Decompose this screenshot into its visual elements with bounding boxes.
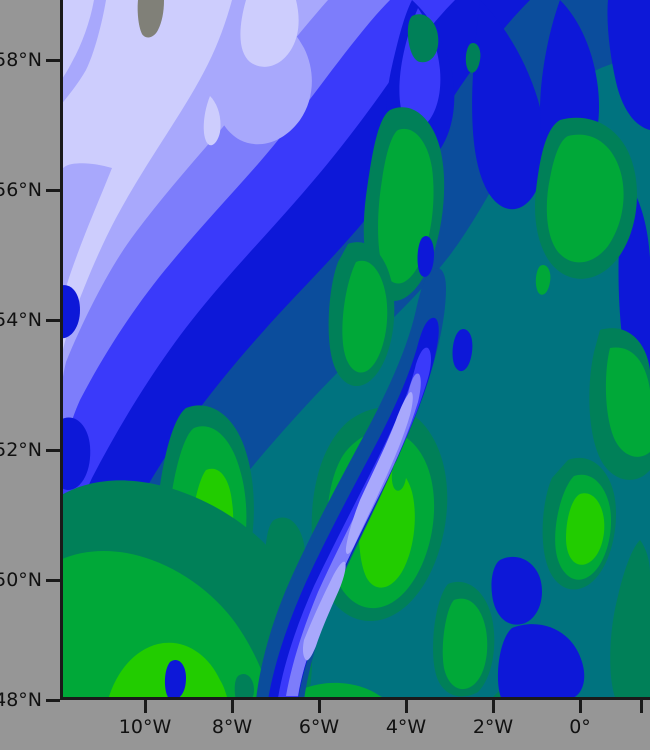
y-tick-3 bbox=[46, 449, 60, 452]
band-pale-lavender-notch bbox=[240, 0, 299, 67]
y-tick-4 bbox=[46, 579, 60, 582]
green-speckle-d bbox=[234, 673, 254, 700]
green-speckle-e bbox=[535, 264, 551, 295]
x-axis-label-5: 0° bbox=[569, 716, 591, 738]
y-tick-0 bbox=[46, 59, 60, 62]
x-tick-0 bbox=[144, 700, 147, 713]
band-pale-lavender-upper bbox=[60, 0, 94, 82]
band-blue-ne-4 bbox=[607, 0, 650, 130]
x-axis-label-2: 6°W bbox=[298, 716, 340, 738]
masked-region-blob bbox=[137, 0, 164, 38]
y-tick-5 bbox=[46, 699, 60, 702]
blue-fragment-b bbox=[452, 329, 473, 372]
y-tick-2 bbox=[46, 319, 60, 322]
band-pale-lavender-filament bbox=[203, 96, 221, 146]
blue-fragment-c bbox=[491, 556, 542, 625]
green-speckle-a bbox=[465, 42, 481, 73]
band-green-se-1 bbox=[442, 598, 488, 690]
x-axis-label-6: 2°E bbox=[607, 716, 650, 738]
blue-fragment-g bbox=[60, 285, 80, 339]
blue-fragment-d bbox=[497, 624, 585, 700]
band-green-sw bbox=[60, 551, 268, 700]
x-tick-6 bbox=[640, 700, 643, 713]
y-axis-label-3: 52°N bbox=[0, 439, 42, 461]
streak-light-periwinkle-highlight-2 bbox=[302, 561, 346, 661]
x-axis-label-1: 8°W bbox=[211, 716, 253, 738]
x-tick-5 bbox=[579, 700, 582, 713]
band-green-east-1 bbox=[546, 134, 624, 263]
x-axis-label-4: 2°W bbox=[472, 716, 514, 738]
y-axis-label-2: 54°N bbox=[0, 309, 42, 331]
y-axis-label-4: 50°N bbox=[0, 569, 42, 591]
x-tick-4 bbox=[492, 700, 495, 713]
y-axis-label-1: 56°N bbox=[0, 179, 42, 201]
band-green-east-2 bbox=[605, 347, 650, 457]
x-tick-2 bbox=[318, 700, 321, 713]
y-axis-label-0: 58°N bbox=[0, 49, 42, 71]
band-blue-ne-2 bbox=[472, 0, 545, 210]
contour-plot-area[interactable] bbox=[60, 0, 650, 700]
streak-light-periwinkle-highlight bbox=[345, 392, 413, 554]
green-speckle-b bbox=[407, 14, 439, 63]
y-axis-label-5: 48°N bbox=[0, 689, 42, 711]
x-axis-label-0: 10°W bbox=[118, 716, 172, 738]
x-tick-3 bbox=[405, 700, 408, 713]
blue-fragment-e bbox=[164, 659, 186, 700]
band-green-bottom-strip bbox=[298, 682, 388, 700]
blue-fragment-a bbox=[417, 235, 434, 277]
y-tick-1 bbox=[46, 189, 60, 192]
band-pale-lavender-core bbox=[60, 0, 232, 364]
green-speckle-c bbox=[391, 460, 407, 491]
band-bright-green-east-3 bbox=[566, 493, 605, 565]
contour-field bbox=[60, 0, 650, 700]
band-sea-green-east-4 bbox=[610, 540, 650, 700]
x-tick-1 bbox=[231, 700, 234, 713]
band-green-central-2 bbox=[342, 260, 388, 373]
x-axis-label-3: 4°W bbox=[385, 716, 427, 738]
blue-fragment-f bbox=[60, 417, 91, 490]
